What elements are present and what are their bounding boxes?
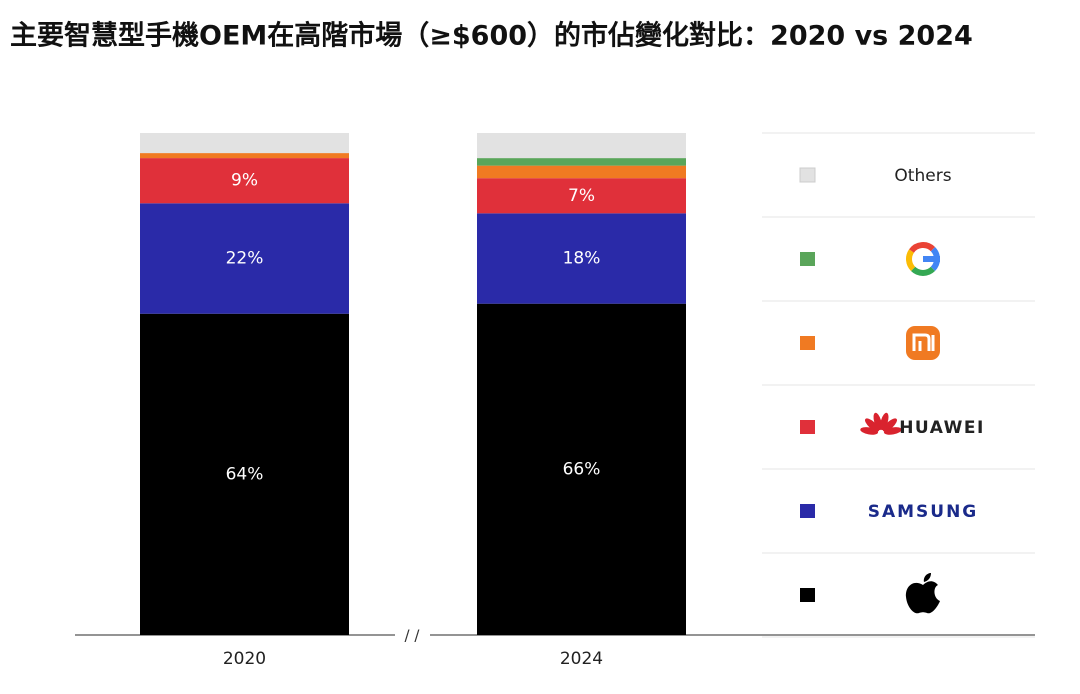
bar-segment <box>477 213 686 304</box>
logo-part <box>873 412 882 431</box>
bar-segment <box>477 158 686 166</box>
legend-swatch <box>800 252 815 266</box>
legend: SAMSUNG HUAWEI Others <box>762 132 1035 638</box>
logo-part <box>906 249 916 272</box>
logo-part <box>882 418 898 432</box>
legend-swatch <box>800 588 815 602</box>
legend-item <box>800 573 940 614</box>
bar-segment <box>477 165 686 179</box>
legend-swatch <box>799 167 816 183</box>
bar-segment <box>477 178 686 214</box>
bar-segment <box>140 313 349 635</box>
logo-part <box>864 418 880 432</box>
logo-part <box>912 333 935 351</box>
bar-segment <box>477 303 686 635</box>
logo-part <box>880 412 889 431</box>
x-tick-label: 2020 <box>223 649 266 669</box>
data-label: 7% <box>568 186 595 206</box>
logo-part <box>906 326 940 360</box>
data-label: 66% <box>563 459 601 479</box>
bar-segment <box>477 133 686 159</box>
logo-part <box>923 256 940 262</box>
legend-label: SAMSUNG <box>868 502 979 522</box>
legend-item <box>800 242 940 276</box>
legend-item: SAMSUNG <box>800 502 979 522</box>
chart-title: 主要智慧型手機OEM在高階市場（≥$600）的市佔變化對比：2020 vs 20… <box>10 20 973 52</box>
bar-segment <box>140 133 349 154</box>
bar-segment <box>140 158 349 204</box>
data-label: 18% <box>563 249 601 269</box>
legend-item <box>800 326 940 360</box>
bar-segment <box>140 203 349 314</box>
logo-part <box>883 427 902 435</box>
axis-break: / / <box>405 627 421 645</box>
bar-segment <box>140 153 349 159</box>
data-label: 64% <box>226 464 264 484</box>
legend-swatch <box>800 504 815 518</box>
legend-swatch <box>800 336 815 350</box>
legend-label: Others <box>894 166 951 186</box>
legend-swatch <box>800 420 815 434</box>
legend-item: HUAWEI <box>800 412 985 438</box>
data-label: 22% <box>226 249 264 269</box>
legend-label: HUAWEI <box>899 418 985 438</box>
logo-part <box>909 242 936 253</box>
x-tick-label: 2024 <box>560 649 603 669</box>
logo-part <box>905 573 940 614</box>
data-label: 9% <box>231 171 258 191</box>
logo-part <box>910 266 936 276</box>
legend-item: Others <box>799 166 952 186</box>
